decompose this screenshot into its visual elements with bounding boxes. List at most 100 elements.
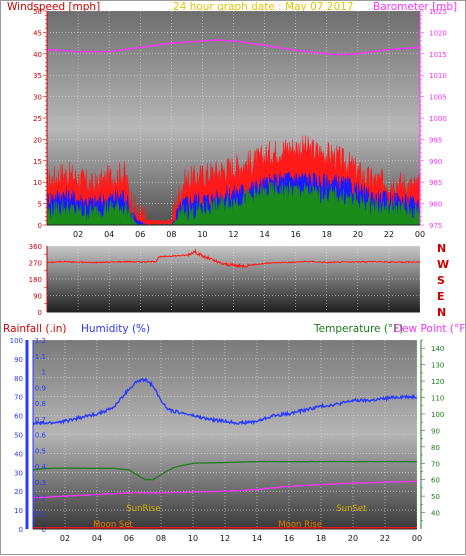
temp-tick-label: 110 <box>431 395 444 403</box>
baro-y-tick-label: 1015 <box>429 51 447 59</box>
humidity-tick-label: 40 <box>14 450 23 458</box>
sun-annotation: SunSet <box>336 504 367 514</box>
wind-x-tick-label: 04 <box>104 230 114 239</box>
hum-x-tick-label: 22 <box>380 534 390 543</box>
hum-x-tick-label: 00 <box>412 534 422 543</box>
rain-tick-label: 0.6 <box>35 432 47 440</box>
hum-x-tick-label: 08 <box>156 534 166 543</box>
wind-x-tick-label: 02 <box>73 230 83 239</box>
wind-x-tick-label: 16 <box>291 230 301 239</box>
wind-y-tick-label: 30 <box>33 94 42 102</box>
humidity-title: Humidity (%) <box>81 323 150 335</box>
hum-x-tick-label: 04 <box>92 534 102 543</box>
baro-y-tick-label: 980 <box>429 201 442 209</box>
wind-x-tick-label: 12 <box>228 230 238 239</box>
wind-y-tick-label: 50 <box>33 8 42 16</box>
wind-y-tick-label: 20 <box>33 136 42 144</box>
compass-label: E <box>437 290 445 303</box>
temp-tick-label: 80 <box>431 444 440 452</box>
rain-tick-label: 1.2 <box>35 337 46 345</box>
wind-y-tick-label: 10 <box>33 179 42 187</box>
dewpoint-line <box>32 480 418 499</box>
wind-direction-line <box>46 248 421 269</box>
wind-x-tick-label: 20 <box>353 230 363 239</box>
rain-tick-label: 0.1 <box>35 510 46 518</box>
temp-tick-label: 120 <box>431 378 444 386</box>
rain-tick-label: 1.1 <box>35 353 46 361</box>
rainfall-title: Rainfall (.in) <box>3 323 66 335</box>
rain-tick-label: 0.8 <box>35 400 46 408</box>
hum-x-tick-label: 10 <box>188 534 198 543</box>
temp-tick-label: 130 <box>431 362 444 370</box>
wind-x-tick-label: 14 <box>259 230 269 239</box>
hum-x-tick-label: 18 <box>316 534 326 543</box>
graph-date-title: 24 hour graph date : May 07 2017 <box>173 1 354 13</box>
wind-y-tick-label: 0 <box>38 222 42 230</box>
wind-x-tick-label: 22 <box>384 230 394 239</box>
rain-tick-label: 0 <box>42 526 46 534</box>
humidity-tick-label: 60 <box>14 413 23 421</box>
baro-y-tick-label: 985 <box>429 179 442 187</box>
wind-y-tick-label: 45 <box>33 29 42 37</box>
temp-tick-label: 60 <box>431 477 440 485</box>
temp-tick-label: 100 <box>431 411 444 419</box>
dir-y-tick-label: 360 <box>29 243 42 251</box>
dir-y-tick-label: 270 <box>29 260 42 268</box>
humidity-tick-label: 0 <box>19 526 23 534</box>
wind-y-tick-label: 35 <box>33 72 42 80</box>
humidity-tick-label: 10 <box>14 507 23 515</box>
series-layer <box>32 39 421 529</box>
windspeed-title: Windspeed [mph] <box>7 1 100 13</box>
rain-tick-label: 1 <box>42 369 46 377</box>
baro-y-tick-label: 995 <box>429 136 442 144</box>
compass-label: W <box>437 258 449 271</box>
rain-tick-label: 0.2 <box>35 495 46 503</box>
dir-y-tick-label: 180 <box>29 276 42 284</box>
wind-y-tick-label: 40 <box>33 51 42 59</box>
humidity-tick-label: 80 <box>14 375 23 383</box>
humidity-tick-label: 70 <box>14 394 23 402</box>
humidity-tick-label: 90 <box>14 356 23 364</box>
temp-tick-label: 90 <box>431 427 440 435</box>
temperature-line <box>32 460 418 481</box>
hum-x-tick-label: 06 <box>124 534 134 543</box>
temperature-title: Temperature (°F) <box>313 323 403 335</box>
compass-label: N <box>437 242 446 255</box>
baro-y-tick-label: 975 <box>429 222 442 230</box>
dewpoint-title: Dew Point (°F) <box>394 323 466 335</box>
hum-x-tick-label: 14 <box>252 534 262 543</box>
wind-x-tick-label: 10 <box>197 230 207 239</box>
humidity-tick-label: 50 <box>14 432 23 440</box>
baro-y-tick-label: 1005 <box>429 94 447 102</box>
wind-y-tick-label: 25 <box>33 115 42 123</box>
wind-x-tick-label: 00 <box>415 230 425 239</box>
axes-layer: 02 04 06 08 10 12 14 16 18 20 22 000510152025303540… <box>10 8 450 543</box>
hum-x-tick-label: 12 <box>220 534 230 543</box>
temp-tick-label: 70 <box>431 460 440 468</box>
dir-y-tick-label: 0 <box>38 309 42 317</box>
wind-y-tick-label: 15 <box>33 158 42 166</box>
barometer-title: Barometer [mb] <box>373 1 457 13</box>
compass-label: N <box>437 306 446 319</box>
wind-x-tick-label: 06 <box>135 230 145 239</box>
temp-tick-label: 140 <box>431 345 444 353</box>
baro-y-tick-label: 990 <box>429 158 442 166</box>
moon-annotation: Moon Set <box>93 520 133 530</box>
rainfall-bar <box>33 527 417 529</box>
wind-x-tick-label: 18 <box>322 230 332 239</box>
sun-annotation: SunRise <box>126 504 160 514</box>
humidity-tick-label: 30 <box>14 469 23 477</box>
baro-y-tick-label: 1020 <box>429 29 447 37</box>
hum-x-tick-label: 20 <box>348 534 358 543</box>
humidity-tick-label: 100 <box>10 337 23 345</box>
dir-y-tick-label: 90 <box>33 293 42 301</box>
compass-label: S <box>437 274 445 287</box>
barometer-line <box>46 39 421 56</box>
baro-y-tick-label: 1000 <box>429 115 447 123</box>
rain-tick-label: 0.3 <box>35 479 46 487</box>
wind-y-tick-label: 5 <box>38 201 42 209</box>
hum-x-tick-label: 02 <box>60 534 70 543</box>
wind-x-tick-label: 08 <box>166 230 176 239</box>
